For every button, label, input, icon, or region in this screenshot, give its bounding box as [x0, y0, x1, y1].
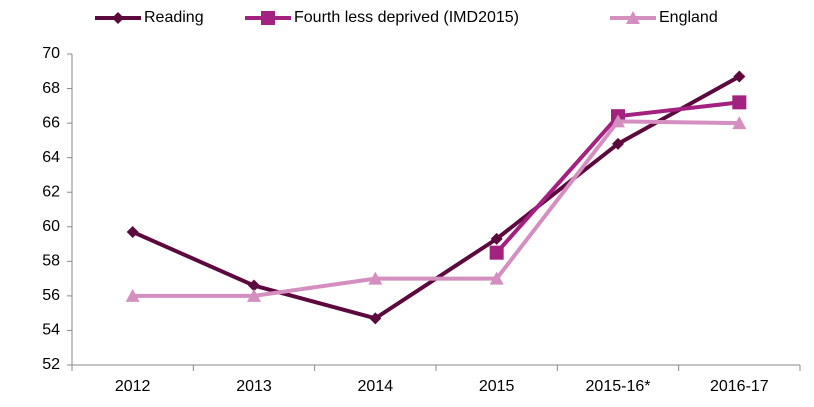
y-tick-label: 66: [42, 114, 60, 131]
legend-label: Reading: [144, 9, 204, 26]
series-line: [132, 119, 740, 298]
x-tick-label: 2015-16*: [586, 378, 651, 395]
y-tick-label: 56: [42, 287, 60, 304]
legend-marker: [261, 11, 275, 25]
legend-marker: [112, 12, 124, 24]
x-tick-label: 2013: [236, 378, 272, 395]
x-tick-label: 2016-17: [710, 378, 769, 395]
data-point: [733, 70, 746, 83]
legend-label: Fourth less deprived (IMD2015): [294, 9, 519, 26]
legend-marker: [626, 11, 640, 24]
y-tick-label: 64: [42, 149, 60, 166]
data-point: [490, 232, 503, 245]
data-point: [248, 279, 260, 292]
x-tick-label: 2014: [358, 378, 394, 395]
y-tick-label: 54: [42, 322, 60, 339]
data-point: [126, 225, 139, 238]
data-point: [732, 116, 747, 130]
x-tick-label: 2015: [479, 378, 515, 395]
data-point: [247, 288, 261, 302]
y-tick-label: 58: [42, 253, 60, 270]
data-point: [125, 288, 140, 302]
data-point: [612, 137, 624, 150]
data-point: [489, 271, 504, 285]
y-tick-label: 60: [42, 218, 60, 235]
data-point: [368, 271, 383, 285]
legend-label: England: [659, 9, 718, 26]
data-point: [369, 312, 382, 325]
y-tick-label: 52: [42, 356, 60, 373]
data-point: [489, 245, 504, 260]
data-point: [611, 114, 625, 128]
x-tick-label: 2012: [115, 378, 151, 395]
y-tick-label: 68: [42, 80, 60, 97]
y-tick-label: 62: [42, 183, 60, 200]
data-point: [732, 95, 747, 110]
y-tick-label: 70: [42, 45, 60, 62]
